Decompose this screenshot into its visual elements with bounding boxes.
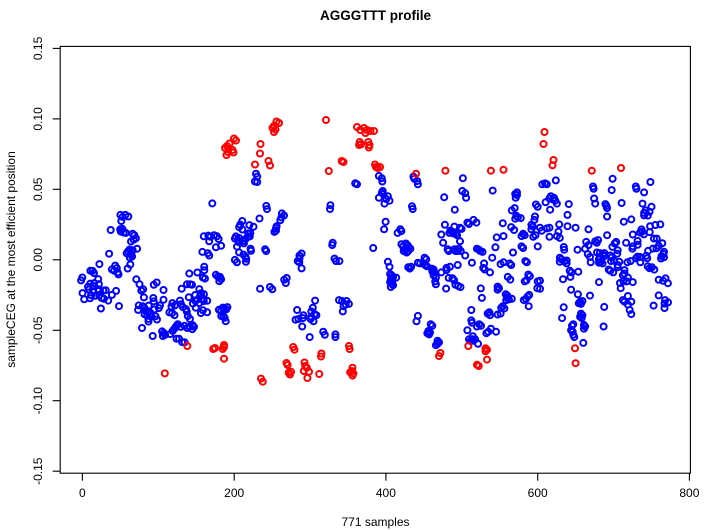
- svg-text:-0.10: -0.10: [31, 387, 45, 415]
- svg-text:sampleCEG at the most efficien: sampleCEG at the most efficient position: [4, 151, 18, 368]
- svg-text:600: 600: [528, 486, 548, 500]
- svg-text:400: 400: [376, 486, 396, 500]
- svg-text:AGGGTTT profile: AGGGTTT profile: [320, 8, 431, 23]
- svg-text:-0.15: -0.15: [31, 457, 45, 485]
- svg-text:200: 200: [224, 486, 244, 500]
- svg-text:0.00: 0.00: [31, 248, 45, 272]
- svg-text:0.15: 0.15: [31, 36, 45, 60]
- svg-text:800: 800: [679, 486, 699, 500]
- svg-text:0: 0: [79, 486, 86, 500]
- svg-text:0.10: 0.10: [31, 107, 45, 131]
- svg-text:0.05: 0.05: [31, 177, 45, 201]
- svg-text:-0.05: -0.05: [31, 316, 45, 344]
- svg-text:771 samples: 771 samples: [341, 515, 409, 529]
